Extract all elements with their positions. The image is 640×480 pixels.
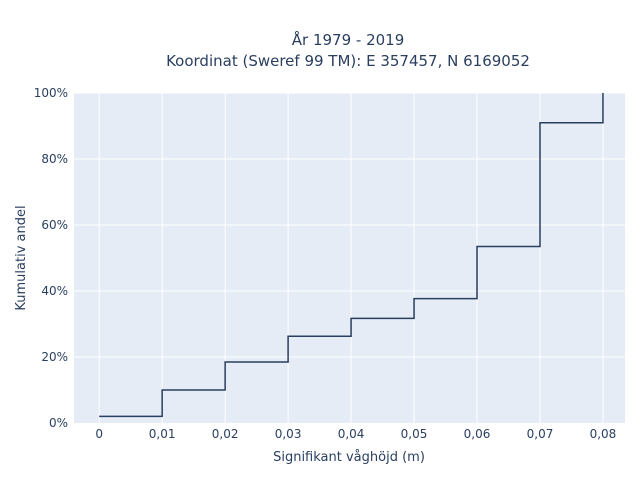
- x-tick-label: 0,06: [464, 427, 491, 441]
- x-tick-label: 0,04: [338, 427, 365, 441]
- x-tick-label: 0,01: [149, 427, 176, 441]
- series-layer: [99, 92, 604, 418]
- x-tick-label: 0,07: [527, 427, 554, 441]
- y-tick-label: 0%: [49, 416, 68, 430]
- x-tick-label: 0,02: [212, 427, 239, 441]
- y-tick-label: 100%: [34, 86, 68, 100]
- plot-area: [74, 93, 625, 423]
- y-tick-label: 80%: [41, 152, 68, 166]
- x-tick-label: 0,03: [275, 427, 302, 441]
- chart-title-line1: År 1979 - 2019: [292, 30, 405, 49]
- x-tick-label: 0,05: [401, 427, 428, 441]
- x-tick-label: 0,08: [590, 427, 617, 441]
- y-tick-label: 20%: [41, 350, 68, 364]
- x-axis-label: Signifikant våghöjd (m): [273, 450, 425, 465]
- x-tick-label: 0: [95, 427, 103, 441]
- chart-title-line2: Koordinat (Sweref 99 TM): E 357457, N 61…: [166, 52, 530, 70]
- y-tick-label: 40%: [41, 284, 68, 298]
- tick-labels: 0 0,01 0,02 0,03 0,04 0,05 0,06 0,07 0,08 0% 20% 40…: [34, 86, 617, 441]
- grid-lines: [74, 92, 625, 423]
- y-tick-label: 60%: [41, 218, 68, 232]
- y-axis-label: Kumulativ andel: [14, 205, 29, 310]
